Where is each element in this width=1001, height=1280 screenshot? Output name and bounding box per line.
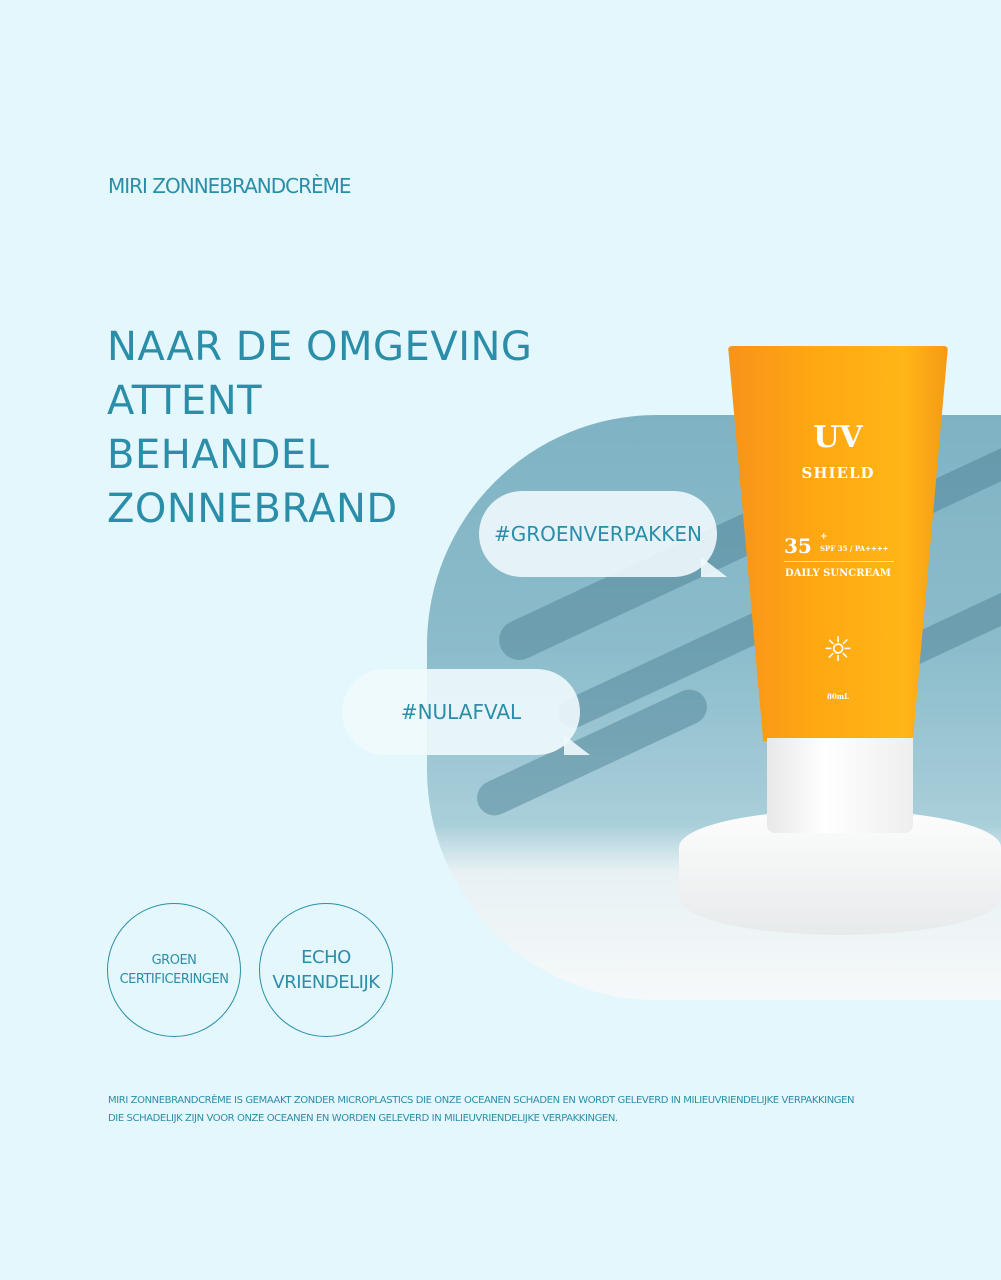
badge-text: ECHO: [301, 947, 351, 968]
tube-volume: 80mL: [826, 692, 850, 701]
tag-text: #GROENVERPAKKEN: [494, 522, 702, 546]
tag-text: #NULAFVAL: [400, 700, 522, 724]
tube-shield: SHIELD: [801, 464, 875, 482]
tube-product-name: DAILY SUNCREAM: [785, 568, 891, 579]
badge-text: CERTIFICERINGEN: [119, 972, 229, 987]
badge-text: VRIENDELIJK: [272, 972, 380, 993]
tag-bubble-nulafval: #NULAFVAL: [342, 669, 590, 755]
tube-cap: [767, 738, 913, 833]
footer-line: MIRI ZONNEBRANDCRÈME IS GEMAAKT ZONDER M…: [108, 1095, 855, 1106]
brand-name: MIRI ZONNEBRANDCRÈME: [108, 174, 352, 198]
tag-bubble-groenverpakken: #GROENVERPAKKEN: [479, 491, 727, 577]
headline-line: NAAR DE OMGEVING: [107, 324, 533, 370]
badge-green-certifications: GROEN CERTIFICERINGEN: [107, 903, 241, 1037]
headline-line: ZONNEBRAND: [107, 486, 398, 532]
headline-line: ATTENT: [107, 378, 263, 424]
footer-text: MIRI ZONNEBRANDCRÈME IS GEMAAKT ZONDER M…: [108, 1092, 855, 1128]
footer-line: DIE SCHADELIJK ZIJN VOOR ONZE OCEANEN EN…: [108, 1113, 618, 1124]
tube-spf-number: 35: [784, 534, 812, 558]
tube-spf-text: SPF 35 / PA++++: [820, 544, 889, 553]
tube-uv: UV: [813, 420, 863, 455]
sunscreen-tube: UV SHIELD 35 + SPF 35 / PA++++ DAILY SUN…: [728, 346, 948, 741]
headline: NAAR DE OMGEVING ATTENT BEHANDEL ZONNEBR…: [107, 320, 532, 536]
badge-text: GROEN: [151, 953, 197, 968]
sun-icon: ☼: [822, 630, 854, 670]
headline-line: BEHANDEL: [107, 432, 330, 478]
tube-spf-plus: +: [820, 532, 828, 542]
badge-eco-friendly: ECHO VRIENDELIJK: [259, 903, 393, 1037]
